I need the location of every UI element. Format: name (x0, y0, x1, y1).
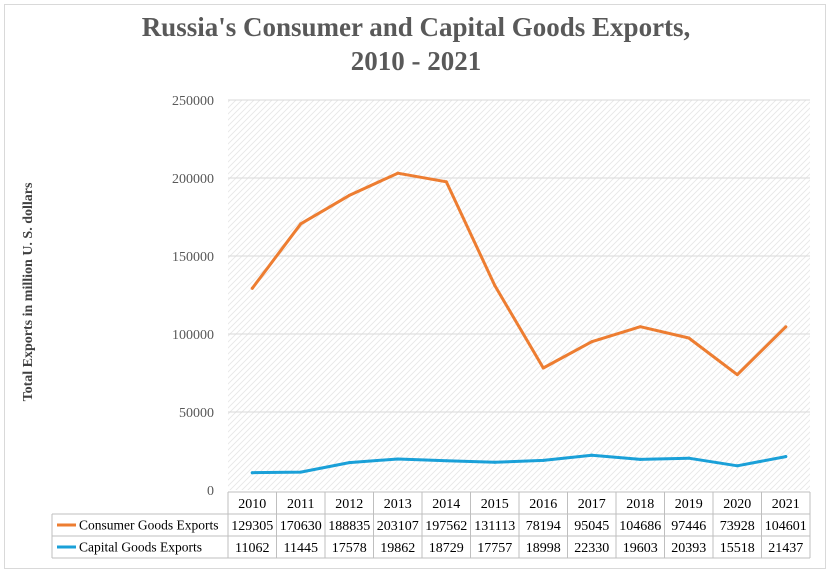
data-point (444, 180, 448, 184)
data-point (396, 171, 400, 175)
data-value-label: 95045 (574, 519, 609, 534)
data-value-label: 203107 (377, 519, 419, 534)
y-tick-label: 50000 (179, 406, 214, 421)
chart-title-line-1: Russia's Consumer and Capital Goods Expo… (141, 12, 691, 42)
data-value-label: 78194 (526, 519, 561, 534)
legend-label: Consumer Goods Exports (79, 518, 219, 533)
x-category-label: 2019 (675, 497, 703, 512)
x-category-label: 2013 (384, 497, 412, 512)
data-value-label: 11062 (235, 541, 269, 556)
data-value-label: 22330 (574, 541, 609, 556)
x-category-label: 2016 (529, 497, 557, 512)
chart-title-line-2: 2010 - 2021 (350, 46, 482, 76)
x-category-label: 2020 (723, 497, 751, 512)
plot-area (228, 100, 810, 490)
data-point (735, 373, 739, 377)
data-value-label: 104601 (765, 519, 807, 534)
data-point (735, 464, 739, 468)
data-value-label: 197562 (425, 519, 467, 534)
data-value-label: 131113 (474, 519, 515, 534)
data-value-label: 17757 (477, 541, 512, 556)
data-value-label: 73928 (720, 519, 755, 534)
x-category-label: 2012 (335, 497, 363, 512)
y-tick-label: 0 (207, 484, 214, 499)
data-point (638, 325, 642, 329)
y-axis-label: Total Exports in million U. S. dollars (21, 182, 36, 401)
data-point (250, 471, 254, 475)
x-category-label: 2015 (481, 497, 509, 512)
y-tick-label: 200000 (172, 172, 214, 187)
data-point (541, 366, 545, 370)
data-point (590, 340, 594, 344)
data-value-label: 21437 (768, 541, 803, 556)
series-line-capital (250, 453, 788, 475)
data-value-label: 19862 (380, 541, 415, 556)
data-value-label: 20393 (671, 541, 706, 556)
x-category-label: 2017 (578, 497, 606, 512)
data-value-label: 18998 (526, 541, 561, 556)
data-point (396, 457, 400, 461)
x-category-label: 2011 (287, 497, 314, 512)
data-value-label: 129305 (231, 519, 273, 534)
data-value-label: 97446 (671, 519, 706, 534)
x-category-label: 2021 (772, 497, 800, 512)
data-point (299, 222, 303, 226)
series-line-consumer (250, 171, 788, 377)
data-point (784, 455, 788, 459)
data-point (687, 336, 691, 340)
data-value-label: 17578 (332, 541, 367, 556)
data-value-label: 188835 (328, 519, 370, 534)
data-point (638, 457, 642, 461)
data-point (299, 470, 303, 474)
y-tick-label: 150000 (172, 250, 214, 265)
data-point (590, 453, 594, 457)
x-category-label: 2018 (626, 497, 654, 512)
data-point (444, 459, 448, 463)
data-value-label: 104686 (619, 519, 661, 534)
data-point (347, 193, 351, 197)
data-point (250, 286, 254, 290)
data-point (784, 325, 788, 329)
data-point (687, 456, 691, 460)
data-point (493, 283, 497, 287)
chart-title: Russia's Consumer and Capital Goods Expo… (0, 10, 832, 78)
x-category-label: 2010 (238, 497, 266, 512)
data-value-label: 11445 (284, 541, 318, 556)
x-category-label: 2014 (432, 497, 460, 512)
data-point (347, 461, 351, 465)
y-tick-label: 250000 (172, 94, 214, 109)
data-value-label: 18729 (429, 541, 464, 556)
legend-label: Capital Goods Exports (79, 540, 202, 555)
data-point (541, 458, 545, 462)
data-point (493, 460, 497, 464)
y-tick-label: 100000 (172, 328, 214, 343)
data-value-label: 170630 (280, 519, 322, 534)
data-value-label: 19603 (623, 541, 658, 556)
data-value-label: 15518 (720, 541, 755, 556)
